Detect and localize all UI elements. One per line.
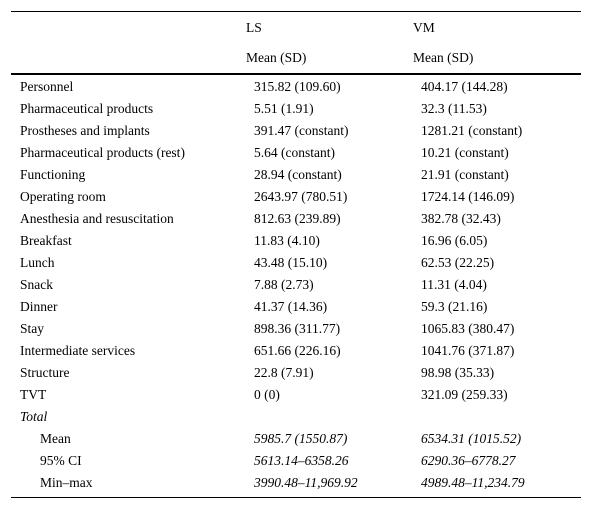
table-body: Personnel 315.82 (109.60) 404.17 (144.28…	[11, 74, 581, 498]
total-mean-ls: 5985.7 (1550.87)	[254, 431, 348, 446]
total-ci-ls: 5613.14–6358.26	[254, 453, 349, 468]
row-ls-value: 28.94 (constant)	[254, 167, 342, 182]
subheader-vm: Mean (SD)	[413, 39, 581, 75]
row-label: Intermediate services	[20, 343, 136, 358]
row-vm-value: 1065.83 (380.47)	[421, 321, 515, 336]
row-ls-value: 43.48 (15.10)	[254, 255, 328, 270]
row-vm-value: 1724.14 (146.09)	[421, 189, 515, 204]
header-ls: LS	[246, 11, 413, 39]
row-vm-value: 32.3 (11.53)	[421, 101, 487, 116]
total-row: Total	[11, 406, 581, 428]
row-vm-value: 1281.21 (constant)	[421, 123, 523, 138]
table-row: Breakfast 11.83 (4.10) 16.96 (6.05)	[11, 230, 581, 252]
row-ls-value: 898.36 (311.77)	[254, 321, 341, 336]
subheader-empty	[11, 39, 246, 75]
row-vm-value: 16.96 (6.05)	[421, 233, 488, 248]
row-ls-value: 11.83 (4.10)	[254, 233, 320, 248]
row-vm-value: 382.78 (32.43)	[421, 211, 501, 226]
row-ls-value: 391.47 (constant)	[254, 123, 349, 138]
total-ci-vm: 6290.36–6778.27	[421, 453, 516, 468]
row-label: Breakfast	[20, 233, 72, 248]
table-row: Pharmaceutical products 5.51 (1.91) 32.3…	[11, 98, 581, 120]
total-ls-empty	[246, 406, 413, 428]
row-label: Prostheses and implants	[20, 123, 150, 138]
row-vm-value: 98.98 (35.33)	[421, 365, 495, 380]
table-row: Lunch 43.48 (15.10) 62.53 (22.25)	[11, 252, 581, 274]
row-ls-value: 0 (0)	[254, 387, 280, 402]
row-label: Structure	[20, 365, 70, 380]
total-label: Total	[20, 409, 48, 424]
row-ls-value: 7.88 (2.73)	[254, 277, 314, 292]
row-ls-value: 5.51 (1.91)	[254, 101, 314, 116]
table-row: TVT 0 (0) 321.09 (259.33)	[11, 384, 581, 406]
row-ls-value: 5.64 (constant)	[254, 145, 335, 160]
row-label: Anesthesia and resuscitation	[20, 211, 174, 226]
total-minmax-vm: 4989.48–11,234.79	[413, 472, 581, 498]
table-row: Snack 7.88 (2.73) 11.31 (4.04)	[11, 274, 581, 296]
row-label: Operating room	[20, 189, 106, 204]
cost-table-container: LS VM Mean (SD) Mean (SD) Personnel 315.…	[11, 11, 581, 498]
row-label: Personnel	[20, 79, 74, 94]
total-minmax-ls: 3990.48–11,969.92	[246, 472, 413, 498]
row-label: Pharmaceutical products	[20, 101, 154, 116]
row-vm-value: 62.53 (22.25)	[421, 255, 495, 270]
row-vm-value: 11.31 (4.04)	[421, 277, 487, 292]
table-row: Structure 22.8 (7.91) 98.98 (35.33)	[11, 362, 581, 384]
total-mean-vm: 6534.31 (1015.52)	[421, 431, 522, 446]
row-vm-value: 10.21 (constant)	[421, 145, 509, 160]
row-vm-value: 321.09 (259.33)	[421, 387, 508, 402]
table-row: Personnel 315.82 (109.60) 404.17 (144.28…	[11, 74, 581, 98]
total-minmax-row: Min–max 3990.48–11,969.92 4989.48–11,234…	[11, 472, 581, 498]
total-ci-label: 95% CI	[40, 453, 82, 468]
total-ci-row: 95% CI 5613.14–6358.26 6290.36–6778.27	[11, 450, 581, 472]
header-vm: VM	[413, 11, 581, 39]
table-row: Functioning 28.94 (constant) 21.91 (cons…	[11, 164, 581, 186]
cost-table: LS VM Mean (SD) Mean (SD) Personnel 315.…	[11, 11, 581, 498]
table-header: LS VM Mean (SD) Mean (SD)	[11, 11, 581, 75]
table-row: Dinner 41.37 (14.36) 59.3 (21.16)	[11, 296, 581, 318]
row-label: Functioning	[20, 167, 86, 182]
total-mean-row: Mean 5985.7 (1550.87) 6534.31 (1015.52)	[11, 428, 581, 450]
table-row: Prostheses and implants 391.47 (constant…	[11, 120, 581, 142]
row-vm-value: 21.91 (constant)	[421, 167, 509, 182]
total-minmax-label: Min–max	[11, 472, 246, 498]
row-vm-value: 1041.76 (371.87)	[421, 343, 515, 358]
row-ls-value: 812.63 (239.89)	[254, 211, 341, 226]
row-label: Stay	[20, 321, 45, 336]
row-ls-value: 315.82 (109.60)	[254, 79, 341, 94]
table-row: Operating room 2643.97 (780.51) 1724.14 …	[11, 186, 581, 208]
subheader-ls: Mean (SD)	[246, 39, 413, 75]
row-label: TVT	[20, 387, 47, 402]
row-label: Dinner	[20, 299, 58, 314]
row-ls-value: 651.66 (226.16)	[254, 343, 341, 358]
row-label: Lunch	[20, 255, 55, 270]
row-ls-value: 22.8 (7.91)	[254, 365, 314, 380]
row-vm-value: 404.17 (144.28)	[421, 79, 508, 94]
row-ls-value: 41.37 (14.36)	[254, 299, 328, 314]
table-row: Pharmaceutical products (rest) 5.64 (con…	[11, 142, 581, 164]
total-mean-label: Mean	[40, 431, 71, 446]
row-label: Pharmaceutical products (rest)	[20, 145, 185, 160]
header-empty	[11, 11, 246, 39]
table-row: Intermediate services 651.66 (226.16) 10…	[11, 340, 581, 362]
total-vm-empty	[413, 406, 581, 428]
table-row: Stay 898.36 (311.77) 1065.83 (380.47)	[11, 318, 581, 340]
row-ls-value: 2643.97 (780.51)	[254, 189, 348, 204]
row-label: Snack	[20, 277, 53, 292]
row-vm-value: 59.3 (21.16)	[421, 299, 488, 314]
table-row: Anesthesia and resuscitation 812.63 (239…	[11, 208, 581, 230]
